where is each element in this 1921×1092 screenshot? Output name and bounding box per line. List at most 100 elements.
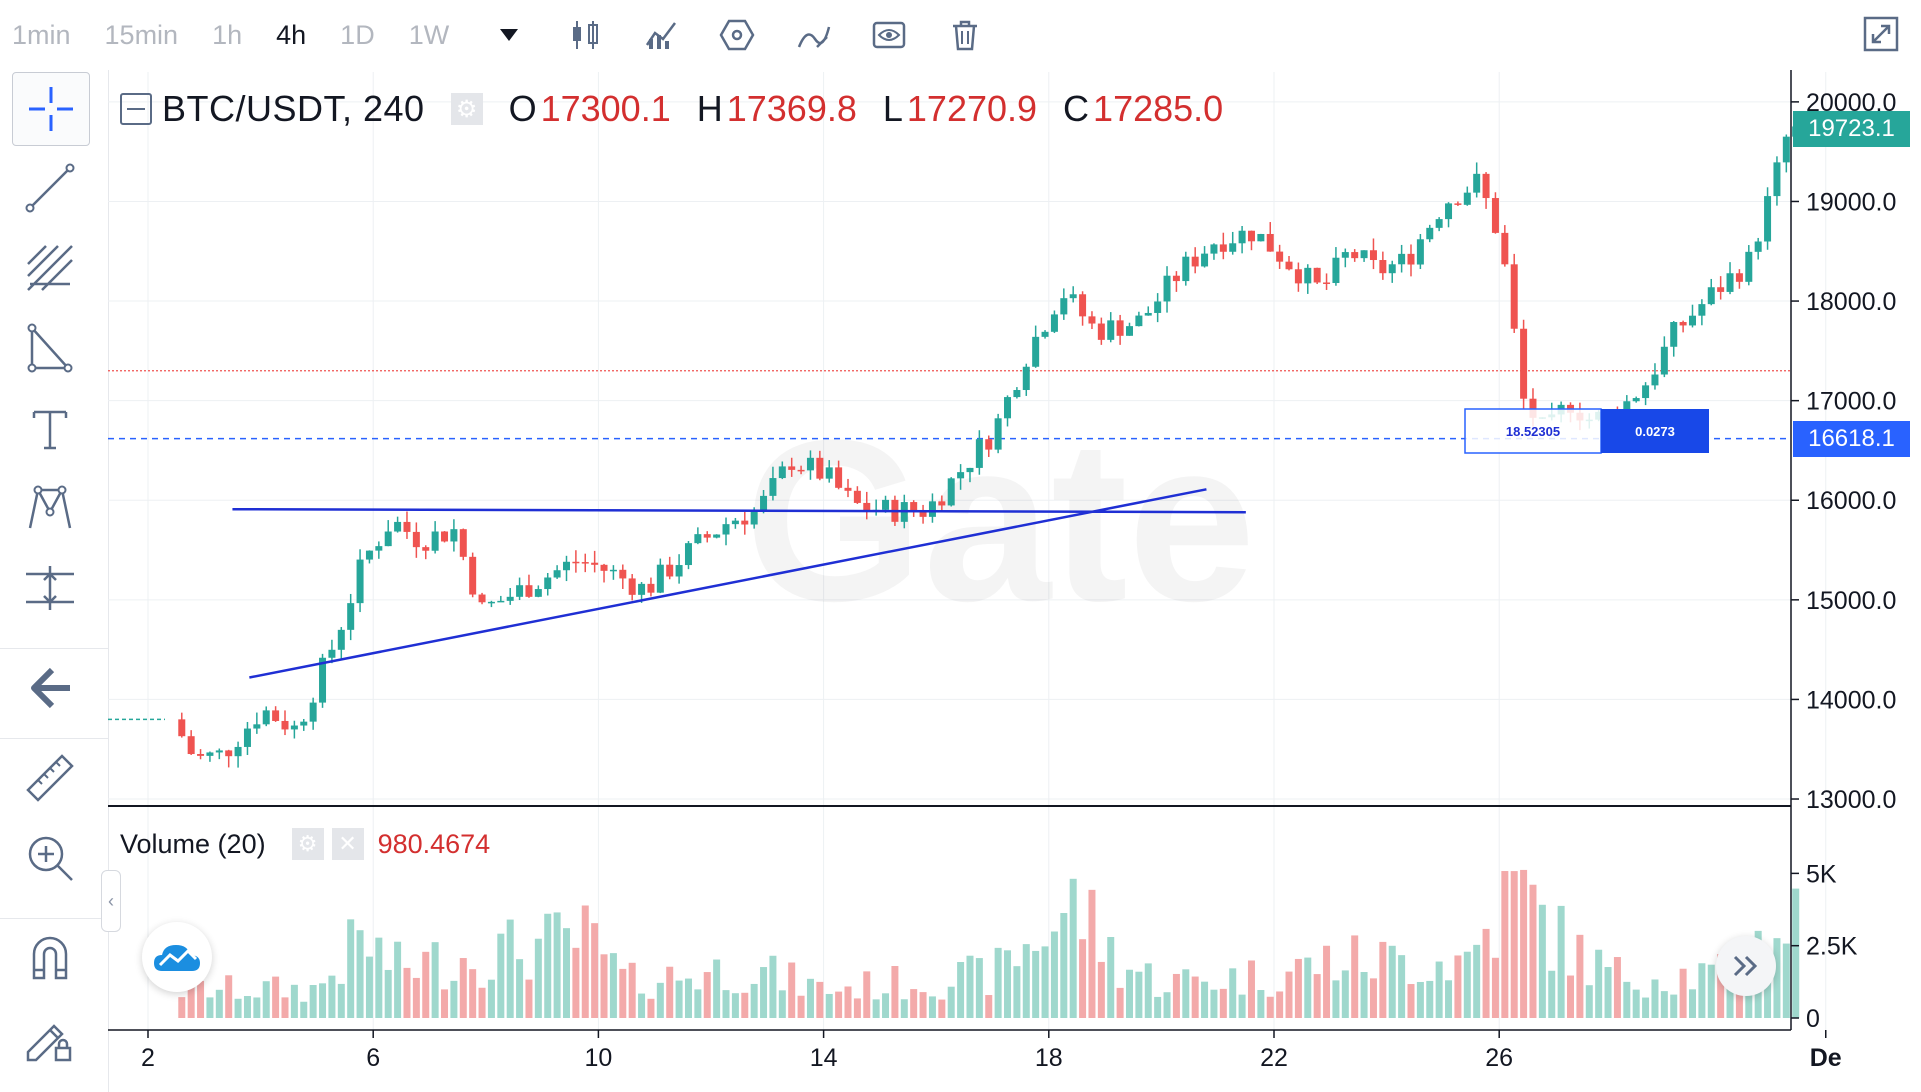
measure-box-right — [1601, 409, 1709, 453]
trendline[interactable] — [249, 488, 1207, 679]
volume-legend: Volume (20) ⚙ ✕ 980.4674 — [120, 828, 490, 860]
volume-bar — [1172, 973, 1180, 1018]
volume-bar — [478, 987, 486, 1018]
volume-close-icon[interactable]: ✕ — [331, 828, 364, 860]
price-tick-label: 16000.0 — [1806, 487, 1896, 515]
candle — [234, 741, 242, 768]
text-icon[interactable] — [12, 392, 88, 464]
candle-body — [525, 585, 533, 597]
eye-icon[interactable] — [869, 15, 909, 55]
measure-icon[interactable] — [12, 552, 88, 624]
candle — [957, 464, 965, 490]
volume-bar — [1576, 934, 1584, 1018]
collapse-icon[interactable] — [120, 93, 152, 125]
candle-body — [713, 534, 721, 538]
candle — [760, 490, 768, 514]
candle-body — [572, 561, 580, 564]
interval-1d[interactable]: 1D — [340, 19, 375, 50]
interval-1h[interactable]: 1h — [212, 19, 243, 50]
candle — [572, 550, 580, 573]
volume-bar — [534, 938, 542, 1018]
draw-icon[interactable] — [793, 15, 833, 55]
triangle-icon[interactable] — [12, 312, 88, 384]
volume-bar — [309, 985, 317, 1018]
candle — [600, 563, 608, 583]
candle — [1445, 202, 1453, 228]
volume-bar — [806, 978, 814, 1018]
candle-body — [1520, 328, 1528, 399]
candle — [609, 565, 617, 580]
volume-bar — [1219, 988, 1227, 1018]
candle — [1473, 162, 1481, 198]
candle — [1285, 255, 1293, 271]
candle-body — [1754, 241, 1762, 252]
magnet-icon[interactable] — [12, 922, 88, 994]
trend-line-icon[interactable] — [12, 152, 88, 224]
trash-icon[interactable] — [945, 15, 985, 55]
candle-body — [722, 524, 730, 535]
volume-settings-icon[interactable]: ⚙ — [291, 828, 324, 860]
volume-bar — [1294, 958, 1302, 1018]
interval-4h[interactable]: 4h — [276, 19, 307, 50]
candle — [647, 577, 655, 597]
volume-bar — [1154, 996, 1162, 1018]
candle-body — [1201, 253, 1209, 267]
collapse-handle[interactable]: ‹ — [101, 870, 121, 932]
candle — [1407, 244, 1415, 277]
trendline[interactable] — [232, 507, 1246, 514]
crosshair-icon[interactable] — [12, 72, 90, 146]
volume-bar — [1407, 984, 1415, 1018]
candle — [506, 587, 514, 605]
drawing-toolbar — [0, 70, 109, 1092]
time-tick-label: 14 — [810, 1044, 838, 1072]
candle — [478, 592, 486, 605]
indicators-icon[interactable] — [641, 15, 681, 55]
back-arrow-icon[interactable] — [12, 652, 88, 724]
volume-bar — [347, 919, 355, 1018]
zoom-in-icon[interactable] — [12, 822, 88, 894]
low-label: L — [882, 88, 903, 129]
interval-1min[interactable]: 1min — [12, 19, 71, 50]
fullscreen-icon[interactable] — [1861, 14, 1901, 54]
hexagon-settings-icon[interactable] — [717, 15, 757, 55]
candle-body — [1323, 282, 1331, 284]
volume-tick-label: 5K — [1806, 860, 1837, 888]
ruler-icon[interactable] — [12, 742, 88, 814]
candles-icon[interactable] — [565, 15, 605, 55]
interval-1w[interactable]: 1W — [408, 19, 450, 50]
chart-mode-button[interactable] — [142, 922, 212, 992]
symbol-label[interactable]: BTC/USDT, 240 — [162, 88, 425, 129]
volume-bar — [412, 977, 420, 1018]
candle — [253, 712, 261, 734]
trendline-drawings[interactable] — [232, 488, 1246, 679]
candle-body — [1257, 233, 1265, 242]
volume-bar — [1201, 981, 1209, 1018]
candle — [1745, 245, 1753, 286]
candle — [469, 552, 477, 598]
lock-pencil-icon[interactable] — [12, 1002, 88, 1074]
scroll-to-realtime-button[interactable] — [1716, 936, 1776, 996]
candle — [1764, 187, 1772, 250]
candle — [1688, 304, 1696, 328]
volume-bar — [938, 999, 946, 1018]
dropdown-caret-icon[interactable] — [489, 15, 529, 55]
candle — [403, 511, 411, 539]
settings-gear-icon[interactable]: ⚙ — [450, 93, 483, 125]
candle-body — [1360, 250, 1368, 259]
candle-body — [1247, 230, 1255, 242]
volume-bar — [741, 992, 749, 1018]
candle-body — [806, 457, 814, 471]
volume-bar — [1276, 991, 1284, 1018]
interval-15min[interactable]: 15min — [104, 19, 179, 50]
volume-bar — [1191, 976, 1199, 1018]
measure-tool-box[interactable]: 18.52305 0.0273 — [1464, 408, 1709, 454]
volume-bar — [750, 983, 758, 1018]
candle-body — [178, 719, 186, 737]
time-axis-labels: 2 6 10 14 18 22 26 De — [141, 1030, 1842, 1072]
pattern-icon[interactable] — [12, 472, 88, 544]
fib-icon[interactable] — [12, 232, 88, 304]
candle — [1463, 186, 1471, 206]
volume-bar — [760, 967, 768, 1018]
candle-body — [975, 439, 983, 468]
